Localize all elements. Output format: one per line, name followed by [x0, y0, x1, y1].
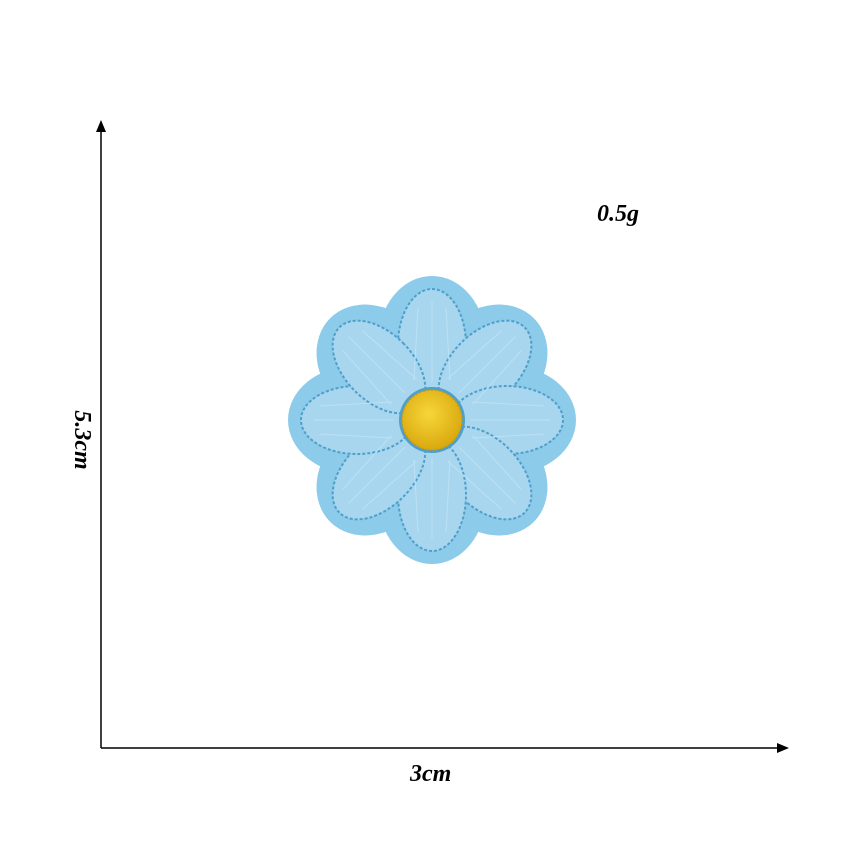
vertical-axis-arrow-icon: [96, 120, 106, 132]
height-label: 5.3cm: [69, 410, 95, 470]
weight-label: 0.5g: [597, 201, 639, 227]
horizontal-axis-arrow-icon: [777, 743, 789, 753]
width-label: 3cm: [410, 761, 452, 787]
flower-group: [288, 276, 576, 564]
flower-center: [401, 389, 463, 451]
petal-threads: [314, 302, 550, 538]
